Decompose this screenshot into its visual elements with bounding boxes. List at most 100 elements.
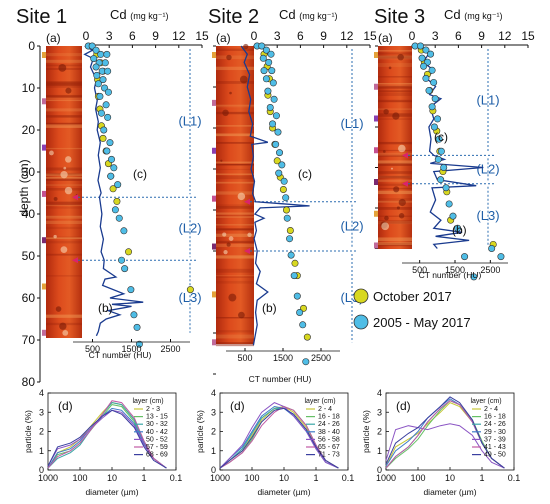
core-band	[216, 275, 254, 277]
core-band	[378, 55, 412, 59]
psd-legend-label: 24 - 26	[318, 421, 340, 428]
core-band	[216, 125, 254, 127]
psd-series-line	[47, 407, 167, 469]
psd-y-tick-label: 3	[211, 407, 216, 417]
depth-axis-label: depth (cm)	[17, 159, 31, 216]
core-band	[46, 99, 82, 102]
cd-point-2005-may-2017	[428, 66, 436, 74]
psd-y-tick-label: 2	[39, 427, 44, 437]
sample-marker	[42, 329, 46, 336]
cd-point-2005-may-2017	[114, 181, 122, 189]
psd-series-line	[47, 400, 167, 469]
psd-legend-title: layer (cm)	[470, 398, 501, 405]
core-clast	[220, 159, 223, 162]
core-band	[378, 92, 412, 96]
psd-legend-title: layer (cm)	[132, 398, 163, 405]
layer-label: (L3)	[476, 208, 499, 223]
core-band	[46, 220, 82, 225]
cd-point-2005-may-2017	[280, 177, 288, 185]
core-band	[378, 175, 412, 179]
depth-tick-label: 70	[22, 333, 36, 347]
core-band	[378, 160, 412, 164]
core-band	[216, 334, 254, 339]
core-clast	[397, 53, 404, 61]
cd-tick-label: 3	[106, 29, 113, 43]
core-band	[216, 224, 254, 226]
site-2-panel: Site 2 Cd (mg kg⁻¹) 0 3 6 9 12 15 (a) (L1) (L2…	[208, 6, 377, 384]
cd-point-2005-may-2017	[417, 42, 425, 50]
psd-y-axis-label: particle (%)	[361, 410, 371, 453]
cd-point-2005-may-2017	[90, 55, 98, 63]
cd-point-2005-may-2017	[108, 155, 116, 163]
cd-point-2005-may-2017	[269, 79, 277, 87]
cd-tick-label: 0	[83, 29, 90, 43]
cd-point-2005-may-2017	[422, 46, 430, 54]
cd-point-2005-may-2017	[418, 54, 426, 62]
cd-point-october-2017	[291, 259, 299, 267]
panel-label-b: (b)	[98, 301, 113, 315]
cd-point-2005-may-2017	[135, 340, 143, 348]
sample-marker	[42, 237, 46, 244]
core-band	[216, 276, 254, 278]
cd-point-2005-may-2017	[428, 103, 436, 111]
core-band	[46, 204, 82, 206]
ct-core-image	[378, 46, 412, 249]
panel-label-c: (c)	[434, 130, 448, 144]
psd-y-tick-label: 1	[39, 446, 44, 456]
ct-ticks: 500 1500 2500	[226, 348, 340, 363]
core-band	[216, 191, 254, 195]
cd-point-2005-may-2017	[267, 50, 275, 58]
psd-y-tick-label: 2	[211, 427, 216, 437]
cd-tick-label: 9	[320, 29, 327, 43]
core-band	[46, 314, 82, 318]
psd-x-tick-label: 100	[72, 473, 87, 483]
sample-marker	[42, 144, 46, 151]
panel-label-d: (d)	[58, 399, 73, 413]
core-band	[378, 207, 412, 210]
core-clast	[65, 156, 72, 163]
core-band	[46, 82, 82, 86]
core-band	[216, 228, 254, 231]
psd-series-line	[385, 423, 505, 469]
core-band	[46, 97, 82, 101]
core-clast	[398, 144, 406, 153]
core-band	[378, 183, 412, 186]
cd-point-october-2017	[273, 157, 281, 165]
ct-tick-label: 500	[412, 265, 427, 275]
psd-y-tick-label: 2	[377, 427, 382, 437]
core-band	[378, 52, 412, 55]
cd-point-2005-may-2017	[275, 169, 283, 177]
core-clast	[396, 206, 400, 210]
core-band	[216, 164, 254, 166]
core-clast	[239, 75, 248, 84]
psd-y-axis-label: particle (%)	[23, 410, 33, 453]
cd-point-2005-may-2017	[258, 42, 266, 50]
legend-swatch-historical	[353, 314, 369, 330]
cd-point-2005-may-2017	[454, 224, 462, 232]
depth-axis	[213, 45, 216, 375]
core-band	[46, 226, 82, 230]
panel-label-c: (c)	[133, 167, 147, 181]
cd-points	[84, 42, 194, 348]
cd-point-2005-may-2017	[106, 139, 114, 147]
core-clast	[55, 306, 62, 312]
cd-point-2005-may-2017	[127, 286, 135, 294]
psd-legend-label: 57 - 59	[146, 444, 168, 451]
cd-point-2005-may-2017	[264, 87, 272, 95]
cd-tick-label: 9	[152, 29, 159, 43]
cd-point-2005-may-2017	[302, 358, 310, 366]
core-band	[216, 342, 254, 347]
ct-ticks: 500 1500 2500	[73, 339, 190, 354]
core-band	[46, 201, 82, 206]
core-clast	[228, 293, 237, 302]
cd-point-2005-may-2017	[262, 75, 270, 83]
boundary-arrow	[244, 198, 250, 205]
core-band	[46, 240, 82, 244]
cd-tick-label: 12	[498, 29, 512, 43]
core-band	[216, 105, 254, 108]
core-clast	[237, 192, 246, 201]
ct-axis-label: CT number (HU)	[249, 374, 312, 384]
core-band	[46, 189, 82, 192]
cd-point-october-2017	[109, 185, 117, 193]
